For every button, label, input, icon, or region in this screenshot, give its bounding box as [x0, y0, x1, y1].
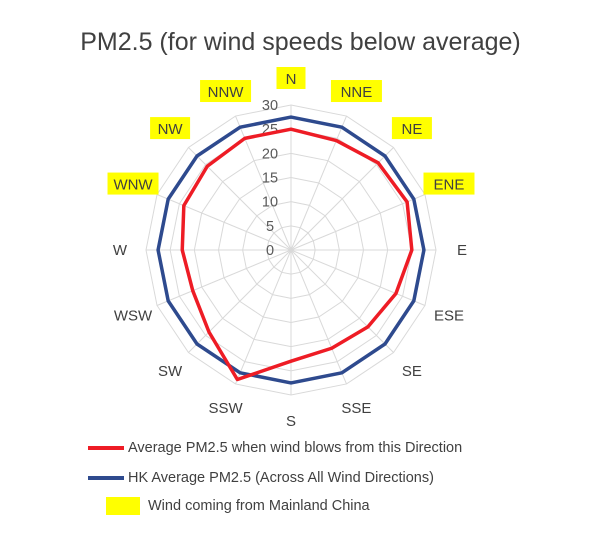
legend-entry-average: Average PM2.5 when wind blows from this …	[88, 440, 462, 456]
radial-tick-label: 10	[262, 195, 278, 211]
legend-entry-hk-average: HK Average PM2.5 (Across All Wind Direct…	[88, 470, 434, 486]
legend-line-red	[88, 446, 124, 451]
spoke-sse	[290, 249, 347, 385]
highlight-nnw	[200, 80, 252, 103]
category-label-n: N	[286, 71, 297, 88]
spoke-nw	[188, 147, 292, 251]
chart-title: PM2.5 (for wind speeds below average)	[80, 28, 521, 56]
spoke-wnw	[156, 194, 292, 251]
category-label-ssw: SSW	[208, 400, 243, 417]
category-label-wsw: WSW	[114, 307, 153, 324]
spoke-se	[290, 249, 394, 353]
category-label-nw: NW	[158, 121, 184, 138]
series-line-average	[180, 127, 414, 382]
spoke-nne	[290, 115, 347, 251]
radial-tick-label: 0	[266, 243, 274, 259]
category-label-s: S	[286, 413, 296, 430]
spoke-ene	[290, 194, 426, 251]
highlight-nw	[150, 117, 191, 140]
radial-tick-label: 5	[266, 219, 274, 235]
category-label-sw: SW	[158, 363, 183, 380]
category-label-w: W	[113, 242, 128, 259]
highlight-ne	[391, 117, 432, 140]
legend-entry-mainland: Wind coming from Mainland China	[106, 497, 370, 515]
spoke-ese	[290, 249, 426, 306]
category-label-ene: ENE	[434, 177, 465, 194]
radial-tick-label: 20	[262, 146, 278, 162]
series-line-hk-average	[156, 115, 426, 385]
legend-swatch-yellow	[106, 497, 140, 515]
highlight-ene	[423, 172, 475, 195]
spoke-ne	[290, 147, 394, 251]
radial-tick-label: 30	[262, 98, 278, 114]
category-label-nne: NNE	[341, 84, 373, 101]
category-label-nnw: NNW	[208, 84, 245, 101]
category-label-ese: ESE	[434, 307, 464, 324]
legend-label-average: Average PM2.5 when wind blows from this …	[128, 440, 463, 456]
category-label-sse: SSE	[341, 400, 371, 417]
spoke-ssw	[235, 249, 292, 385]
highlight-nne	[330, 80, 382, 103]
legend-label-mainland: Wind coming from Mainland China	[148, 497, 370, 514]
category-label-wnw: WNW	[113, 177, 153, 194]
highlight-n	[276, 67, 306, 89]
legend-line-blue	[88, 476, 124, 481]
highlight-wnw	[107, 172, 159, 195]
category-label-ne: NE	[401, 121, 422, 138]
category-label-e: E	[457, 242, 467, 259]
spoke-sw	[188, 249, 292, 353]
category-label-se: SE	[402, 363, 422, 380]
spoke-wsw	[156, 249, 292, 306]
legend-label-hk-average: HK Average PM2.5 (Across All Wind Direct…	[128, 470, 434, 486]
radial-tick-label: 15	[262, 171, 278, 187]
